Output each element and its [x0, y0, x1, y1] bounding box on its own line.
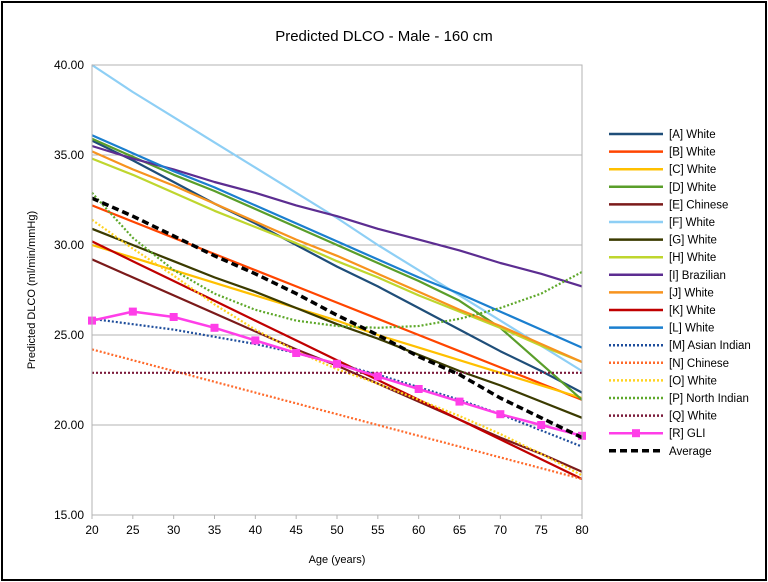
x-tick-label: 75: [534, 523, 548, 537]
x-tick-label: 30: [167, 523, 181, 537]
legend-label: [E] Chinese: [669, 199, 728, 211]
y-tick-label: 40.00: [54, 58, 84, 72]
series-line: [91, 192, 583, 329]
y-tick-label: 30.00: [54, 238, 84, 252]
legend-label: [L] White: [669, 323, 714, 335]
series-lines: [88, 64, 586, 481]
x-axis-label: Age (years): [309, 554, 366, 566]
legend-label: [F] White: [669, 217, 715, 229]
series-line: [91, 64, 583, 372]
y-tick-label: 25.00: [54, 328, 84, 342]
legend-label: [R] GLI: [669, 428, 705, 440]
dlco-line-chart: Predicted DLCO - Male - 160 cm 15.00 20.0…: [26, 28, 751, 566]
legend-label: [Q] White: [669, 411, 717, 423]
series-marker: [455, 397, 464, 406]
series-marker: [169, 313, 178, 321]
series-line: [91, 144, 583, 288]
x-tick-label: 40: [249, 523, 263, 537]
legend-label: [J] White: [669, 287, 714, 299]
grid: [92, 64, 582, 516]
x-tick-label: 60: [412, 523, 426, 537]
legend-label: [O] White: [669, 375, 717, 387]
series-marker: [292, 349, 301, 357]
series-marker: [251, 336, 260, 345]
series-line: [91, 243, 583, 400]
y-tick-label: 35.00: [54, 148, 84, 162]
series-line: [91, 157, 583, 364]
series-line: [91, 196, 583, 440]
series-marker: [333, 359, 341, 368]
series-line: [91, 348, 583, 481]
x-tick-label: 50: [330, 523, 344, 537]
series-line: [91, 227, 583, 419]
legend-label: [A] White: [669, 129, 716, 141]
y-axis-label: Predicted DLCO (ml/min/mmHg): [26, 211, 38, 369]
series-marker: [210, 323, 219, 332]
series-line: [91, 139, 583, 394]
x-tick-label: 35: [208, 523, 222, 537]
x-tick-label: 55: [371, 523, 385, 537]
legend: [A] White [B] White [C] White [D] White [E] …: [609, 129, 751, 458]
legend-label: [N] Chinese: [669, 358, 729, 370]
x-tick-label: 65: [453, 523, 467, 537]
legend-label: [B] White: [669, 147, 716, 159]
plot-area-border: [91, 64, 583, 516]
series-marker: [537, 421, 546, 429]
legend-label: [D] White: [669, 182, 716, 194]
legend-label: Average: [669, 446, 712, 458]
legend-label: [M] Asian Indian: [669, 340, 751, 352]
axis-ticks: 15.00 20.00 25.00 30.00 35.00 40.00 20 25 30 35 40…: [54, 58, 589, 537]
series-line: [91, 317, 583, 448]
legend-label: [I] Brazilian: [669, 270, 726, 282]
legend-label: [H] White: [669, 252, 716, 264]
x-tick-label: 80: [575, 523, 589, 537]
y-tick-label: 15.00: [54, 508, 84, 522]
series-line: [91, 204, 583, 401]
series-marker: [496, 410, 505, 419]
x-tick-label: 25: [126, 523, 140, 537]
legend-marker: [632, 429, 640, 438]
legend-label: [G] White: [669, 235, 717, 247]
series-marker: [373, 372, 382, 381]
series-line: [91, 134, 583, 349]
legend-label: [C] White: [669, 164, 716, 176]
legend-label: [P] North Indian: [669, 393, 749, 405]
series-line: [91, 150, 583, 364]
x-tick-label: 45: [289, 523, 303, 537]
series-marker: [414, 385, 423, 393]
x-tick-label: 70: [494, 523, 508, 537]
legend-label: [K] White: [669, 305, 716, 317]
x-tick-label: 20: [85, 523, 99, 537]
y-tick-label: 20.00: [54, 418, 84, 432]
chart-title: Predicted DLCO - Male - 160 cm: [275, 28, 493, 45]
series-marker: [128, 307, 137, 316]
